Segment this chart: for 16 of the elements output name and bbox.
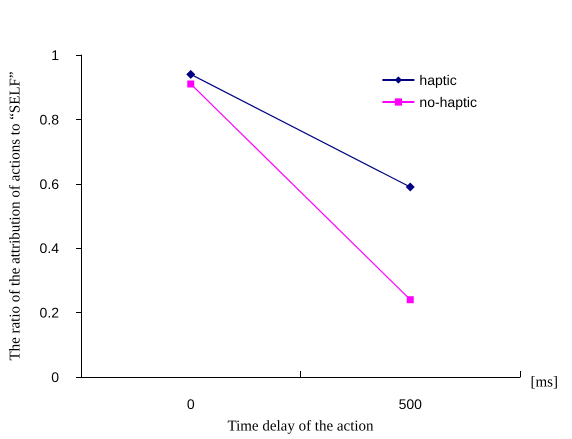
y-tick-label: 0 [51,369,60,385]
y-tick-label: 0.6 [40,176,60,192]
y-tick-label: 0.8 [40,111,60,128]
text: [ms] [530,374,558,390]
y-tick-label: 0.2 [40,304,60,321]
point [187,80,194,88]
point [406,182,415,192]
point [186,70,196,79]
x-axis-title: Time delay of the action [227,418,374,434]
y-axis-title: The ratio of the attribution of actions to “SELF” [8,71,24,361]
point [406,296,414,304]
legend-label: no-haptic [419,94,477,110]
y-tick-label: 1 [51,47,60,63]
y-tick-label: 0.4 [40,240,60,256]
x-tick-label: 500 [398,396,422,412]
legend-label: haptic [419,72,457,88]
